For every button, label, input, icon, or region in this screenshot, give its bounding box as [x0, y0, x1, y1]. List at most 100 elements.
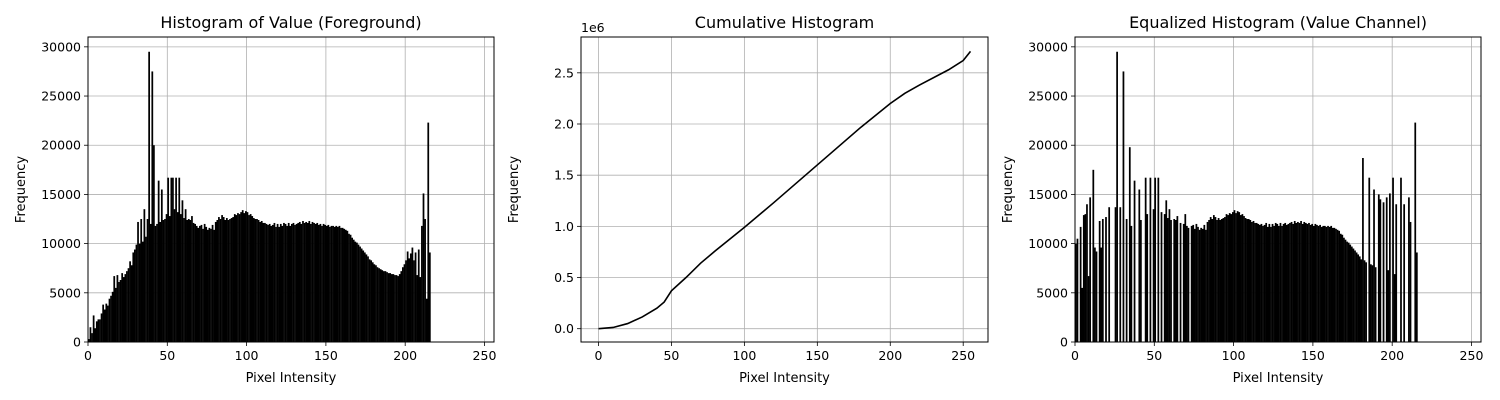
histogram-bar	[186, 220, 189, 342]
histogram-bar	[1344, 239, 1347, 342]
histogram-bar	[382, 271, 385, 342]
histogram-bar	[416, 275, 419, 342]
histogram-bar	[176, 212, 179, 342]
histogram-bar	[343, 228, 346, 342]
histogram-bar	[208, 227, 211, 342]
histogram-bar	[279, 223, 282, 342]
histogram-bar	[330, 225, 333, 342]
histogram-bar	[362, 250, 365, 342]
histogram-bar	[1298, 222, 1301, 342]
histogram-bar	[137, 221, 139, 342]
histogram-bar	[160, 189, 163, 342]
histogram-bar	[1387, 270, 1390, 342]
histogram-bar	[1303, 221, 1306, 342]
histogram-bar	[1212, 215, 1215, 342]
histogram-bar	[224, 220, 227, 342]
histogram-bar	[1235, 213, 1237, 342]
histogram-bar	[1086, 204, 1088, 342]
histogram-bar	[245, 211, 247, 342]
histogram-bar	[1119, 207, 1122, 342]
histogram-bar	[292, 222, 295, 342]
histogram-bar	[267, 224, 269, 342]
histogram-bar	[1089, 197, 1092, 342]
histogram-bar	[216, 220, 219, 342]
histogram-bar	[409, 253, 412, 342]
y-tick-label: 10000	[41, 236, 81, 251]
histogram-bar	[110, 295, 112, 342]
histogram-bar	[173, 209, 176, 342]
histogram-bar	[200, 224, 203, 342]
histogram-bar	[1198, 229, 1201, 342]
histogram-bar	[235, 215, 238, 342]
histogram-bar	[276, 223, 279, 342]
histogram-bar	[359, 246, 361, 342]
histogram-bar	[105, 303, 108, 342]
histogram-bar	[1152, 209, 1155, 342]
histogram-bar	[1382, 202, 1385, 342]
histogram-bar	[219, 219, 222, 342]
histogram-bar	[414, 252, 417, 342]
histogram-bar	[1205, 229, 1207, 342]
histogram-bar	[287, 222, 290, 342]
histogram-bar	[402, 267, 404, 342]
histogram-bar	[394, 275, 396, 342]
histogram-bar	[1146, 214, 1149, 342]
y-tick-label: 0	[73, 335, 81, 350]
histogram-bar	[240, 212, 242, 342]
x-axis-label: Pixel Intensity	[246, 371, 337, 386]
histogram-bar	[271, 224, 274, 342]
histogram-bar	[164, 219, 166, 342]
histogram-bar	[1225, 214, 1228, 342]
histogram-bar	[1285, 224, 1288, 342]
histogram-bar	[140, 219, 143, 342]
histogram-bar	[229, 219, 231, 342]
histogram-bar	[118, 281, 120, 342]
histogram-bar	[230, 218, 233, 342]
y-axis-label: Frequency	[14, 156, 29, 223]
histogram-bar	[1343, 237, 1345, 342]
histogram-bar	[246, 212, 249, 342]
histogram-bar	[300, 223, 303, 342]
histogram-bar	[103, 309, 106, 342]
histogram-bar	[273, 222, 276, 342]
histogram-bar	[1363, 260, 1366, 342]
x-axis-label: Pixel Intensity	[1233, 371, 1324, 386]
histogram-bar	[1163, 214, 1166, 342]
chart-title: Equalized Histogram (Value Channel)	[1129, 13, 1427, 32]
histogram-bar	[1230, 214, 1233, 342]
histogram-bar	[367, 256, 369, 342]
histogram-bar	[1322, 225, 1325, 342]
histogram-bar	[114, 287, 117, 342]
histogram-bar	[95, 321, 98, 342]
histogram-bar	[254, 219, 257, 342]
histogram-bar	[1358, 256, 1361, 342]
histogram-bar	[422, 193, 425, 342]
histogram-bar	[1374, 267, 1377, 342]
histogram-bar	[1284, 222, 1287, 342]
histogram-bar	[102, 304, 105, 342]
histogram-bar	[264, 222, 266, 342]
chart-title: Histogram of Value (Foreground)	[160, 13, 421, 32]
histogram-bar	[379, 269, 382, 342]
x-tick-label: 150	[1301, 348, 1325, 363]
histogram-bar	[340, 227, 342, 342]
histogram-bar	[88, 339, 90, 342]
histogram-bar	[183, 218, 185, 342]
histogram-bar	[1190, 225, 1193, 342]
y-tick-label: 5000	[1036, 285, 1068, 300]
histogram-bar	[1295, 222, 1298, 342]
histogram-bar	[197, 227, 200, 342]
histogram-bar	[170, 177, 173, 342]
histogram-bar	[1309, 224, 1312, 342]
histogram-bar	[1244, 218, 1247, 342]
histogram-bar	[1403, 204, 1406, 342]
histogram-bar	[130, 265, 133, 342]
histogram-bar	[411, 247, 414, 342]
y-tick-label: 20000	[41, 138, 81, 153]
histogram-bar	[1094, 247, 1096, 342]
histogram-bar	[306, 222, 309, 342]
histogram-bar	[1389, 193, 1391, 342]
histogram-bar	[1377, 194, 1380, 342]
y-tick-label: 15000	[41, 187, 81, 202]
histogram-bar	[336, 226, 339, 342]
